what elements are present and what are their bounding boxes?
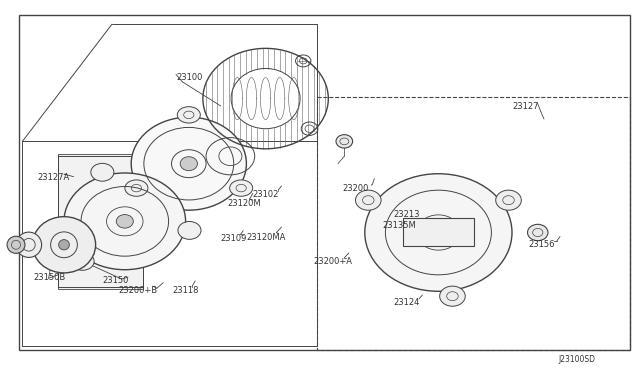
Ellipse shape <box>429 225 448 240</box>
Text: 23200: 23200 <box>342 184 369 193</box>
Text: 23124: 23124 <box>394 298 420 307</box>
Ellipse shape <box>33 217 95 273</box>
Text: 23102: 23102 <box>253 190 279 199</box>
Text: 23127A: 23127A <box>37 173 69 182</box>
Text: 23135M: 23135M <box>383 221 417 230</box>
Ellipse shape <box>177 107 200 123</box>
Ellipse shape <box>7 236 25 253</box>
Ellipse shape <box>336 135 353 148</box>
Text: J23100SD: J23100SD <box>558 355 595 364</box>
Text: 23150: 23150 <box>102 276 129 285</box>
Ellipse shape <box>178 221 201 239</box>
Ellipse shape <box>527 224 548 241</box>
Text: 23118: 23118 <box>173 286 199 295</box>
Ellipse shape <box>64 173 186 270</box>
Text: 23100: 23100 <box>176 73 202 81</box>
Ellipse shape <box>355 190 381 210</box>
Text: 23109: 23109 <box>221 234 247 243</box>
Ellipse shape <box>71 253 94 270</box>
Ellipse shape <box>131 117 246 210</box>
Text: 23127: 23127 <box>512 102 538 111</box>
Ellipse shape <box>116 215 133 228</box>
Polygon shape <box>58 154 143 289</box>
Ellipse shape <box>180 157 197 171</box>
Ellipse shape <box>496 190 522 210</box>
Ellipse shape <box>230 180 253 196</box>
Text: 23120MA: 23120MA <box>246 232 286 241</box>
Ellipse shape <box>125 180 148 196</box>
Text: 23200+B: 23200+B <box>118 286 157 295</box>
Ellipse shape <box>365 174 512 291</box>
Text: 23200+A: 23200+A <box>314 257 353 266</box>
Text: 23150B: 23150B <box>33 273 65 282</box>
Text: 23213: 23213 <box>394 210 420 219</box>
Ellipse shape <box>16 232 42 257</box>
Text: 23120M: 23120M <box>227 199 261 208</box>
Bar <box>403 218 474 246</box>
Ellipse shape <box>59 240 69 250</box>
Bar <box>317 97 630 350</box>
Ellipse shape <box>91 163 114 181</box>
Text: 23156: 23156 <box>528 240 554 249</box>
Ellipse shape <box>440 286 465 306</box>
